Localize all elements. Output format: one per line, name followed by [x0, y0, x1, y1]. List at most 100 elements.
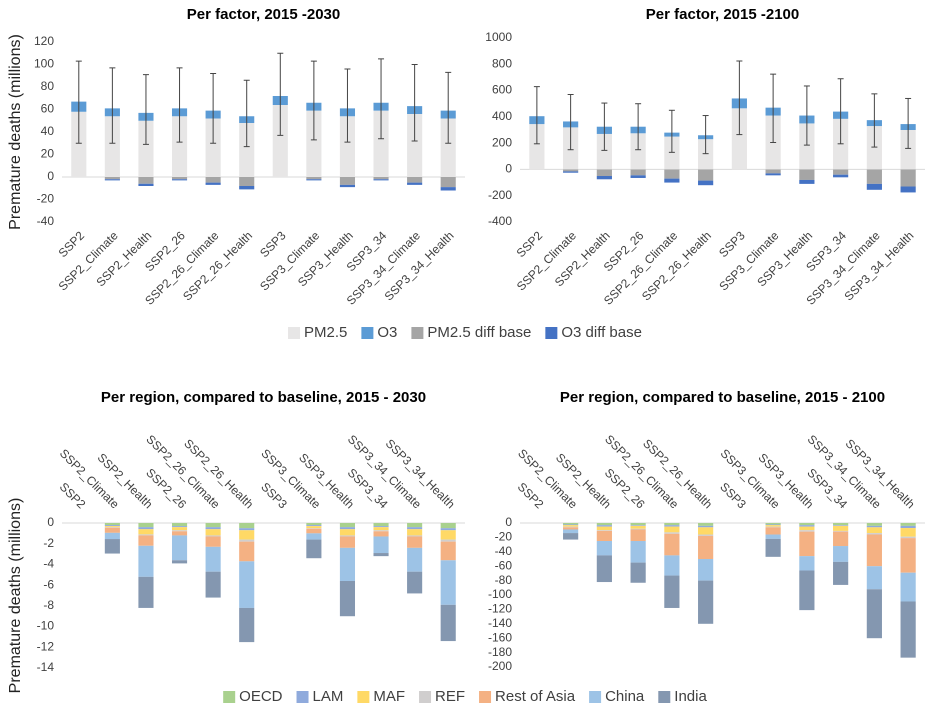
bar-segment	[563, 524, 579, 526]
bar-segment	[440, 530, 456, 540]
bar-segment	[698, 535, 714, 559]
bar-segment	[563, 171, 579, 173]
bar-segment	[373, 526, 389, 528]
bar-segment	[339, 536, 356, 548]
y-tick-label: 0	[47, 169, 54, 183]
y-tick-label: 0	[505, 162, 512, 176]
bar-segment	[698, 525, 714, 528]
bar-segment	[900, 528, 916, 537]
y-axis-label: Premature deaths (millions)	[7, 498, 24, 694]
legend-label: OECD	[239, 688, 283, 705]
bar-segment	[630, 133, 646, 170]
chart-title: Per region, compared to baseline, 2015 -…	[560, 389, 885, 406]
bar-segment	[664, 555, 680, 576]
bar-segment	[339, 547, 356, 581]
bar-segment	[563, 529, 579, 534]
bar-segment	[799, 179, 815, 184]
bar-segment	[205, 118, 221, 177]
bar-segment	[698, 580, 714, 624]
y-tick-label: 60	[41, 102, 55, 116]
bar-segment	[306, 528, 322, 534]
y-tick-label: -200	[488, 188, 512, 202]
legend-swatch	[479, 691, 492, 703]
bar-segment	[138, 120, 154, 177]
y-tick-label: -6	[43, 577, 54, 591]
bar-segment	[900, 601, 916, 658]
bar-segment	[596, 176, 612, 180]
bar-segment	[765, 173, 781, 176]
bar-segment	[833, 561, 849, 585]
bar-segment	[407, 529, 423, 536]
y-tick-label: -60	[495, 558, 513, 572]
bar-segment	[205, 523, 221, 528]
bar-segment	[799, 123, 815, 170]
bar-segment	[71, 111, 87, 177]
bar-segment	[373, 553, 389, 557]
bar-segment	[799, 531, 815, 557]
y-tick-label: -4	[43, 557, 54, 571]
bar-segment	[104, 523, 120, 526]
legend-label: MAF	[373, 688, 405, 705]
x-tick-label: SSP3	[258, 480, 290, 512]
y-tick-label: -20	[37, 192, 55, 206]
bar-segment	[440, 604, 456, 642]
y-tick-label: 20	[41, 147, 55, 161]
bar-segment	[306, 177, 322, 180]
legend-label: REF	[435, 688, 465, 705]
bar-segment	[138, 183, 154, 186]
bar-segment	[799, 525, 815, 527]
bar-segment	[407, 182, 423, 185]
bar-segment	[373, 179, 389, 181]
bar-segment	[664, 575, 680, 608]
bar-segment	[171, 116, 188, 177]
bar-segment	[239, 177, 255, 186]
bar-segment	[833, 174, 849, 178]
bar-segment	[563, 526, 579, 528]
bar-segment	[407, 547, 423, 572]
bar-segment	[563, 169, 579, 172]
bar-segment	[596, 169, 612, 176]
bar-segment	[339, 527, 356, 530]
bar-segment	[239, 530, 255, 540]
bar-segment	[171, 523, 188, 527]
bar-segment	[596, 523, 612, 526]
bar-segment	[306, 539, 322, 559]
bar-segment	[900, 572, 916, 602]
bar-segment	[563, 533, 579, 540]
bar-segment	[171, 531, 188, 536]
bar-segment	[138, 535, 154, 546]
bar-segment	[339, 535, 356, 537]
bar-segment	[239, 523, 255, 529]
bar-segment	[373, 527, 389, 531]
bar-segment	[104, 527, 120, 533]
bar-segment	[407, 177, 423, 183]
bar-segment	[205, 536, 221, 547]
y-tick-label: -12	[37, 639, 55, 653]
bar-segment	[440, 187, 456, 191]
bar-segment	[205, 177, 221, 183]
y-tick-label: -10	[37, 619, 55, 633]
legend: PM2.5 O3 PM2.5 diff base O3 diff base	[288, 324, 642, 341]
bar-segment	[104, 116, 120, 177]
bar-segment	[373, 523, 389, 527]
y-tick-label: -160	[488, 630, 512, 644]
bar-segment	[205, 527, 221, 530]
bar-segment	[171, 179, 188, 181]
bar-segment	[171, 177, 188, 180]
bar-segment	[596, 525, 612, 527]
x-tick-label: SSP3	[716, 228, 748, 260]
y-tick-label: -100	[488, 587, 512, 601]
bar-segment	[306, 525, 322, 527]
bar-segment	[630, 523, 646, 526]
bar-segment	[373, 530, 389, 532]
bar-segment	[833, 531, 849, 547]
legend-swatch	[411, 327, 424, 339]
legend-swatch	[296, 691, 309, 703]
y-axis-label: Premature deaths (millions)	[7, 34, 24, 230]
bar-segment	[596, 541, 612, 556]
bar-segment	[306, 528, 322, 529]
bar-segment	[239, 123, 255, 177]
y-tick-label: -2	[43, 536, 54, 550]
bar-segment	[373, 531, 389, 537]
